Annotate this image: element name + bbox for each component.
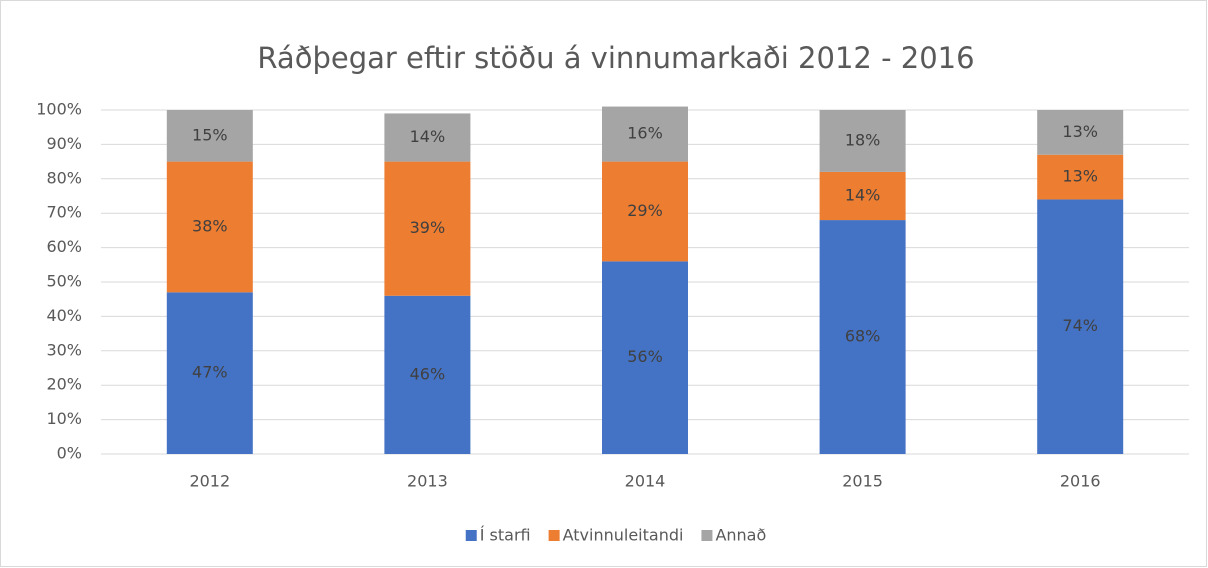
data-label: 29% xyxy=(627,201,663,220)
data-label: 14% xyxy=(845,186,881,205)
x-tick-label: 2013 xyxy=(407,472,448,491)
y-tick-label: 100% xyxy=(36,100,82,119)
legend-label: Annað xyxy=(715,526,766,545)
data-label: 13% xyxy=(1062,122,1098,141)
data-label: 14% xyxy=(410,127,446,146)
bar-segment xyxy=(384,295,471,454)
y-tick-label: 30% xyxy=(46,340,82,359)
bar-segment xyxy=(602,106,688,162)
data-label: 13% xyxy=(1062,167,1098,186)
legend-swatch xyxy=(548,530,560,541)
bar-segment xyxy=(819,171,906,221)
legend-swatch xyxy=(465,530,477,541)
chart-title: Ráðþegar eftir stöðu á vinnumarkaði 2012… xyxy=(257,41,974,75)
y-tick-label: 0% xyxy=(57,444,82,463)
y-tick-label: 10% xyxy=(46,409,82,428)
y-tick-label: 70% xyxy=(46,203,82,222)
bar-segment xyxy=(1037,199,1124,454)
bar-segment xyxy=(819,110,906,172)
y-tick-label: 80% xyxy=(46,168,82,187)
data-label: 47% xyxy=(192,363,228,382)
data-label: 15% xyxy=(192,125,228,144)
bar-segment xyxy=(819,220,906,454)
legend-label: Í starfi xyxy=(480,526,531,545)
bar-segment xyxy=(384,161,471,296)
bar-segment xyxy=(166,110,253,162)
data-label: 74% xyxy=(1062,316,1098,335)
y-tick-label: 40% xyxy=(46,306,82,325)
data-label: 46% xyxy=(410,364,446,383)
bar-segment xyxy=(1037,154,1124,200)
y-tick-label: 60% xyxy=(46,237,82,256)
bar-segment xyxy=(166,292,253,454)
legend-swatch xyxy=(701,530,713,541)
y-tick-label: 90% xyxy=(46,134,82,153)
bar-segment xyxy=(384,113,471,162)
bar-segment xyxy=(1037,110,1124,155)
data-label: 18% xyxy=(845,130,881,149)
x-tick-label: 2012 xyxy=(189,472,230,491)
data-label: 39% xyxy=(410,218,446,237)
x-tick-label: 2016 xyxy=(1060,472,1101,491)
data-label: 68% xyxy=(845,327,881,346)
x-tick-label: 2015 xyxy=(842,472,883,491)
x-tick-label: 2014 xyxy=(625,472,666,491)
data-label: 38% xyxy=(192,216,228,235)
bar-segment xyxy=(602,261,688,454)
legend-label: Atvinnuleitandi xyxy=(563,526,684,545)
y-tick-label: 50% xyxy=(46,272,82,291)
bar-segment xyxy=(602,161,688,262)
data-label: 56% xyxy=(627,347,663,366)
y-tick-label: 20% xyxy=(46,375,82,394)
data-label: 16% xyxy=(627,124,663,143)
bar-segment xyxy=(166,161,253,293)
